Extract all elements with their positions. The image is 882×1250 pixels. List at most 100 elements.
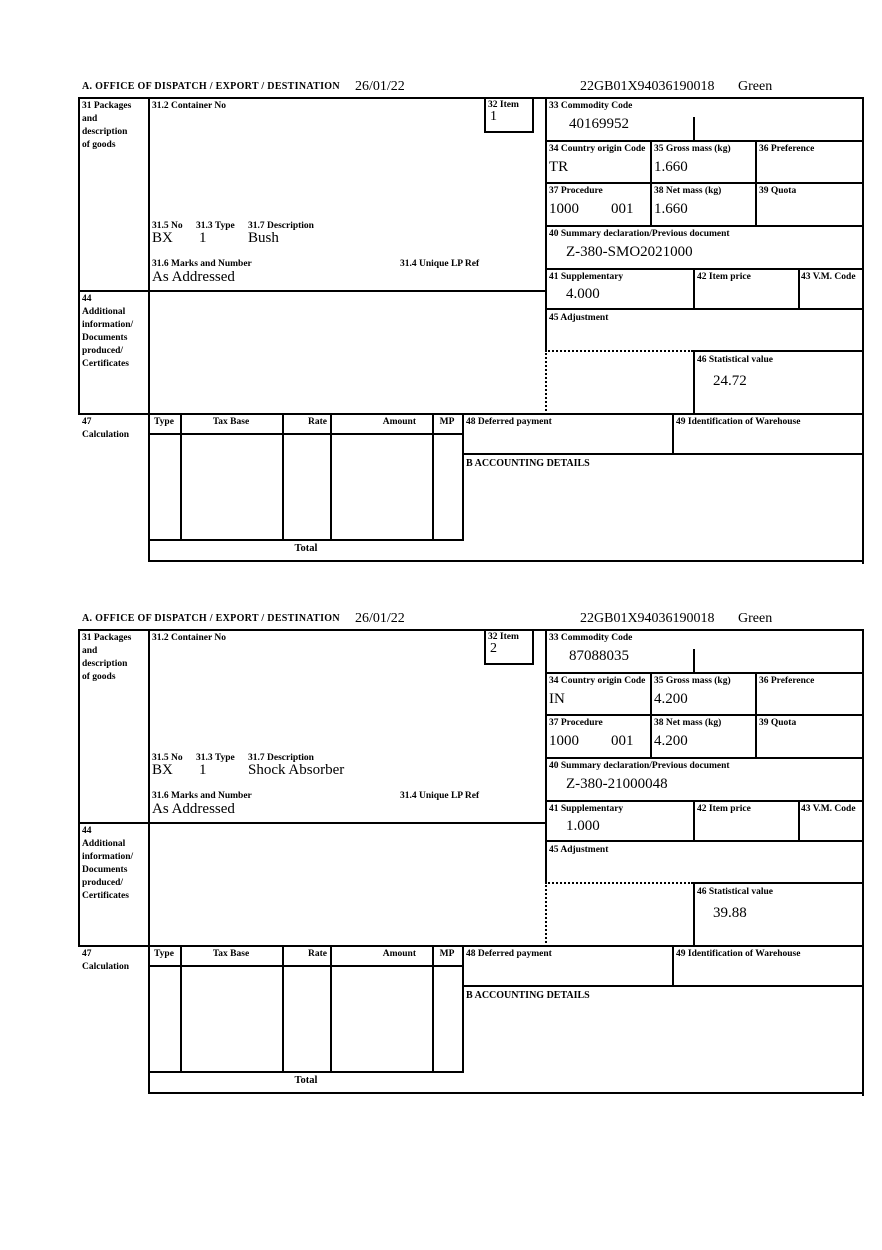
grid-line [462,413,464,541]
box47-label-line: Calculation [82,962,129,972]
grid-line [650,140,652,227]
container-no-label: 31.2 Container No [152,101,226,111]
grid-line [148,539,464,541]
accounting-details-label: B ACCOUNTING DETAILS [466,990,590,1001]
net-mass-value: 1.660 [654,201,688,217]
grid-line [148,1092,864,1094]
procedure-value: 1000 [549,733,579,749]
grid-line [693,800,695,842]
grid-line [148,97,150,562]
goods-description-label: 31.7 Description [248,221,314,231]
box31-label-line: of goods [82,672,116,682]
box44-label-line: 44 [82,294,92,304]
marks-label: 31.6 Marks and Number [152,259,252,269]
item-no-label: 32 Item [488,632,519,642]
package-no-value: BX [152,762,173,778]
calc-header-mp: MP [439,417,455,427]
statistical-value-label: 46 Statistical value [697,355,773,365]
box44-label-line: Certificates [82,359,129,369]
marks-value: As Addressed [152,269,235,285]
goods-description-label: 31.7 Description [248,753,314,763]
statistical-value: 24.72 [713,373,747,389]
grid-line [545,140,864,142]
grid-line [545,840,864,842]
grid-line [545,97,547,352]
package-type-value: 1 [199,230,207,246]
item-no-value: 1 [490,109,497,124]
date-value: 26/01/22 [355,79,405,94]
calc-header-rate: Rate [308,417,327,427]
package-no-label: 31.5 No [152,221,183,231]
deferred-payment-label: 48 Deferred payment [466,949,552,959]
grid-line [462,945,464,1073]
grid-line [78,822,547,824]
procedure-label: 37 Procedure [549,718,603,728]
grid-line [672,945,674,987]
net-mass-value: 4.200 [654,733,688,749]
grid-line [693,350,864,352]
grid-line [545,182,864,184]
warehouse-label: 49 Identification of Warehouse [676,949,801,959]
grid-line [432,413,434,541]
quota-label: 39 Quota [759,718,797,728]
dotted-line [545,350,547,415]
box44-label-line: produced/ [82,346,124,356]
grid-line [432,945,434,1073]
marks-label: 31.6 Marks and Number [152,791,252,801]
total-label: Total [294,1075,318,1086]
goods-description-value: Shock Absorber [248,762,345,778]
box44-label-line: Certificates [82,891,129,901]
grid-line [755,672,757,759]
box44-label-line: information/ [82,852,134,862]
box31-label-line: 31 Packages [82,101,132,111]
item-price-label: 42 Item price [697,804,751,814]
quota-label: 39 Quota [759,186,797,196]
package-type-value: 1 [199,762,207,778]
previous-document-label: 40 Summary declaration/Previous document [549,229,730,239]
commodity-code-value: 40169952 [569,116,629,132]
sad-item-section-2: A. OFFICE OF DISPATCH / EXPORT / DESTINA… [78,611,864,1097]
box31-label-line: description [82,659,128,669]
gross-mass-label: 35 Gross mass (kg) [654,676,731,686]
grid-line [78,290,547,292]
grid-line [693,268,695,310]
mrn-value: 22GB01X94036190018 [580,611,715,626]
adjustment-label: 45 Adjustment [549,845,609,855]
office-of-dispatch-label: A. OFFICE OF DISPATCH / EXPORT / DESTINA… [82,613,340,624]
commodity-code-value: 87088035 [569,648,629,664]
commodity-code-label: 33 Commodity Code [549,633,633,643]
grid-line [545,714,864,716]
calc-header-type: Type [154,417,174,427]
grid-line [330,945,332,1073]
grid-line [78,413,864,415]
statistical-value-label: 46 Statistical value [697,887,773,897]
container-no-label: 31.2 Container No [152,633,226,643]
calc-header-rate: Rate [308,949,327,959]
package-no-value: BX [152,230,173,246]
dotted-line [545,350,693,352]
country-origin-label: 34 Country origin Code [549,144,646,154]
calc-header-mp: MP [439,949,455,959]
grid-line [148,433,464,435]
supplementary-value: 4.000 [566,286,600,302]
net-mass-label: 38 Net mass (kg) [654,186,722,196]
commodity-code-label: 33 Commodity Code [549,101,633,111]
grid-line [862,97,864,564]
box44-label-line: information/ [82,320,134,330]
box31-label-line: of goods [82,140,116,150]
date-value: 26/01/22 [355,611,405,626]
grid-line [693,350,695,415]
gross-mass-value: 1.660 [654,159,688,175]
grid-line [148,965,464,967]
package-no-label: 31.5 No [152,753,183,763]
package-type-label: 31.3 Type [196,221,235,231]
sad-item-section-1: A. OFFICE OF DISPATCH / EXPORT / DESTINA… [78,79,864,565]
routing-status-value: Green [738,611,773,626]
grid-line [693,882,695,947]
grid-line [78,945,864,947]
grid-line [282,413,284,541]
grid-line [672,413,674,455]
warehouse-label: 49 Identification of Warehouse [676,417,801,427]
grid-line [798,800,800,842]
